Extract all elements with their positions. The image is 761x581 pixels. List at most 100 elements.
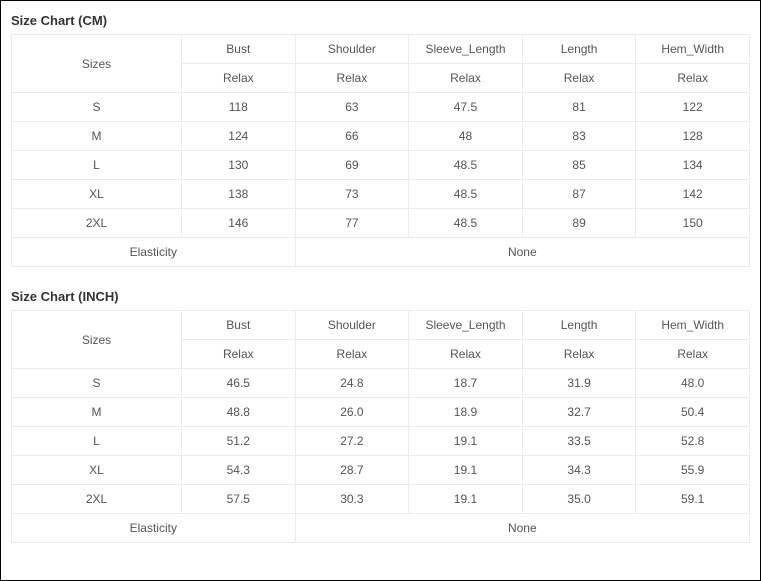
footer-label: Elasticity <box>12 514 296 543</box>
size-cell: 2XL <box>12 485 182 514</box>
chart-title-inch: Size Chart (INCH) <box>11 289 750 304</box>
value-cell: 77 <box>295 209 409 238</box>
value-cell: 19.1 <box>409 485 523 514</box>
value-cell: 47.5 <box>409 93 523 122</box>
value-cell: 54.3 <box>182 456 296 485</box>
size-cell: 2XL <box>12 209 182 238</box>
value-cell: 85 <box>522 151 636 180</box>
size-cell: M <box>12 122 182 151</box>
chart-title-cm: Size Chart (CM) <box>11 13 750 28</box>
value-cell: 18.7 <box>409 369 523 398</box>
value-cell: 59.1 <box>636 485 750 514</box>
value-cell: 19.1 <box>409 456 523 485</box>
value-cell: 35.0 <box>522 485 636 514</box>
value-cell: 63 <box>295 93 409 122</box>
footer-row: Elasticity None <box>12 238 750 267</box>
table-row: L 130 69 48.5 85 134 <box>12 151 750 180</box>
col-header: Shoulder <box>295 35 409 64</box>
table-row: 2XL 57.5 30.3 19.1 35.0 59.1 <box>12 485 750 514</box>
subheader-cell: Relax <box>295 64 409 93</box>
col-header: Sleeve_Length <box>409 35 523 64</box>
value-cell: 50.4 <box>636 398 750 427</box>
value-cell: 69 <box>295 151 409 180</box>
subheader-cell: Relax <box>409 64 523 93</box>
footer-value: None <box>295 514 749 543</box>
value-cell: 81 <box>522 93 636 122</box>
footer-value: None <box>295 238 749 267</box>
value-cell: 130 <box>182 151 296 180</box>
value-cell: 33.5 <box>522 427 636 456</box>
value-cell: 48.5 <box>409 151 523 180</box>
size-table-cm: Sizes Bust Shoulder Sleeve_Length Length… <box>11 34 750 267</box>
value-cell: 66 <box>295 122 409 151</box>
subheader-cell: Relax <box>295 340 409 369</box>
size-cell: XL <box>12 180 182 209</box>
col-header: Bust <box>182 311 296 340</box>
col-header: Hem_Width <box>636 311 750 340</box>
col-header: Shoulder <box>295 311 409 340</box>
size-cell: L <box>12 427 182 456</box>
value-cell: 48.5 <box>409 180 523 209</box>
value-cell: 134 <box>636 151 750 180</box>
col-header: Sleeve_Length <box>409 311 523 340</box>
value-cell: 48.0 <box>636 369 750 398</box>
table-row: 2XL 146 77 48.5 89 150 <box>12 209 750 238</box>
size-table-inch: Sizes Bust Shoulder Sleeve_Length Length… <box>11 310 750 543</box>
value-cell: 128 <box>636 122 750 151</box>
value-cell: 30.3 <box>295 485 409 514</box>
value-cell: 24.8 <box>295 369 409 398</box>
header-row: Sizes Bust Shoulder Sleeve_Length Length… <box>12 35 750 64</box>
value-cell: 48.5 <box>409 209 523 238</box>
value-cell: 146 <box>182 209 296 238</box>
subheader-cell: Relax <box>522 340 636 369</box>
value-cell: 48.8 <box>182 398 296 427</box>
subheader-cell: Relax <box>636 340 750 369</box>
table-row: XL 138 73 48.5 87 142 <box>12 180 750 209</box>
footer-row: Elasticity None <box>12 514 750 543</box>
col-header: Hem_Width <box>636 35 750 64</box>
value-cell: 124 <box>182 122 296 151</box>
value-cell: 57.5 <box>182 485 296 514</box>
value-cell: 83 <box>522 122 636 151</box>
table-row: XL 54.3 28.7 19.1 34.3 55.9 <box>12 456 750 485</box>
value-cell: 142 <box>636 180 750 209</box>
sizes-header: Sizes <box>12 311 182 369</box>
subheader-cell: Relax <box>182 340 296 369</box>
col-header: Bust <box>182 35 296 64</box>
table-row: L 51.2 27.2 19.1 33.5 52.8 <box>12 427 750 456</box>
subheader-cell: Relax <box>409 340 523 369</box>
value-cell: 122 <box>636 93 750 122</box>
value-cell: 26.0 <box>295 398 409 427</box>
value-cell: 18.9 <box>409 398 523 427</box>
size-cell: XL <box>12 456 182 485</box>
value-cell: 150 <box>636 209 750 238</box>
value-cell: 138 <box>182 180 296 209</box>
header-row: Sizes Bust Shoulder Sleeve_Length Length… <box>12 311 750 340</box>
table-row: M 48.8 26.0 18.9 32.7 50.4 <box>12 398 750 427</box>
col-header: Length <box>522 311 636 340</box>
value-cell: 52.8 <box>636 427 750 456</box>
sizes-header: Sizes <box>12 35 182 93</box>
table-row: S 118 63 47.5 81 122 <box>12 93 750 122</box>
value-cell: 48 <box>409 122 523 151</box>
size-charts-container: Size Chart (CM) Sizes Bust Shoulder Slee… <box>0 0 761 581</box>
size-cell: S <box>12 93 182 122</box>
size-cell: M <box>12 398 182 427</box>
value-cell: 34.3 <box>522 456 636 485</box>
footer-label: Elasticity <box>12 238 296 267</box>
subheader-cell: Relax <box>522 64 636 93</box>
value-cell: 118 <box>182 93 296 122</box>
size-cell: L <box>12 151 182 180</box>
value-cell: 19.1 <box>409 427 523 456</box>
subheader-cell: Relax <box>636 64 750 93</box>
value-cell: 73 <box>295 180 409 209</box>
table-row: M 124 66 48 83 128 <box>12 122 750 151</box>
value-cell: 51.2 <box>182 427 296 456</box>
col-header: Length <box>522 35 636 64</box>
value-cell: 87 <box>522 180 636 209</box>
spacer <box>11 267 750 285</box>
value-cell: 32.7 <box>522 398 636 427</box>
value-cell: 46.5 <box>182 369 296 398</box>
value-cell: 55.9 <box>636 456 750 485</box>
table-row: S 46.5 24.8 18.7 31.9 48.0 <box>12 369 750 398</box>
